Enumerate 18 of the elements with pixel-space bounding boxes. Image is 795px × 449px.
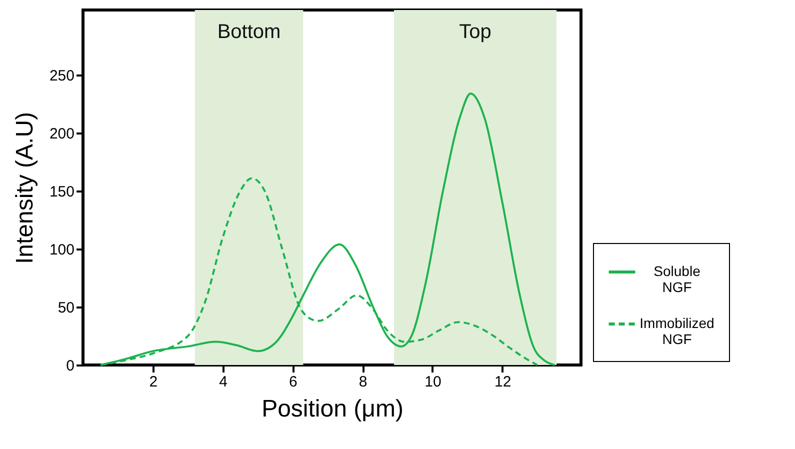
y-tick-label: 100 (49, 241, 74, 258)
y-tick-label: 150 (49, 183, 74, 200)
x-tick-label: 4 (219, 374, 228, 390)
y-tick-label: 50 (58, 299, 74, 316)
y-tick-label: 250 (49, 67, 74, 84)
x-tick-label: 12 (494, 374, 512, 390)
x-tick-label: 6 (289, 374, 298, 390)
band-label: Top (459, 21, 492, 43)
x-tick-label: 2 (149, 374, 158, 390)
y-tick-label: 200 (49, 125, 74, 142)
x-axis-title: Position (μm) (262, 396, 404, 422)
legend-label: Immobilized NGF (640, 315, 714, 347)
legend-label: Soluble NGF (654, 263, 701, 295)
band-label: Bottom (217, 21, 281, 43)
y-axis-title: Intensity (A.U) (11, 112, 38, 264)
y-tick-label: 0 (66, 358, 74, 374)
x-tick-label: 10 (424, 374, 442, 390)
x-tick-label: 8 (358, 374, 368, 390)
